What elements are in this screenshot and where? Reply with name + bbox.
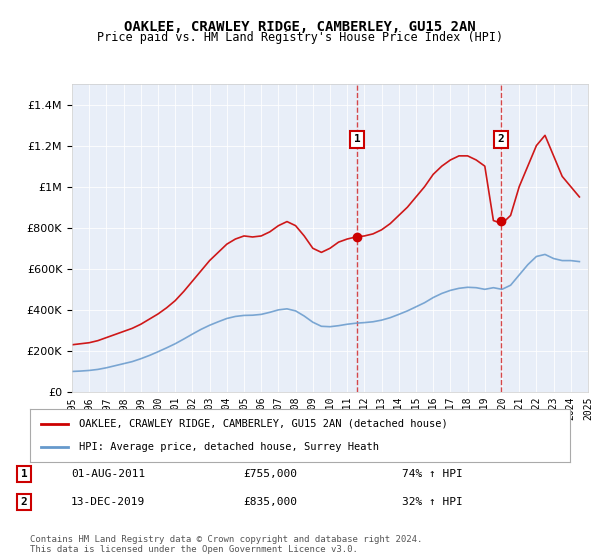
Text: Price paid vs. HM Land Registry's House Price Index (HPI): Price paid vs. HM Land Registry's House … bbox=[97, 31, 503, 44]
Text: 2: 2 bbox=[20, 497, 28, 507]
Text: 2: 2 bbox=[498, 134, 505, 144]
Text: 74% ↑ HPI: 74% ↑ HPI bbox=[401, 469, 463, 479]
Text: 13-DEC-2019: 13-DEC-2019 bbox=[71, 497, 145, 507]
Text: 1: 1 bbox=[354, 134, 361, 144]
Text: 1: 1 bbox=[20, 469, 28, 479]
Text: Contains HM Land Registry data © Crown copyright and database right 2024.
This d: Contains HM Land Registry data © Crown c… bbox=[30, 535, 422, 554]
Text: OAKLEE, CRAWLEY RIDGE, CAMBERLEY, GU15 2AN: OAKLEE, CRAWLEY RIDGE, CAMBERLEY, GU15 2… bbox=[124, 20, 476, 34]
Text: £755,000: £755,000 bbox=[243, 469, 297, 479]
Text: 32% ↑ HPI: 32% ↑ HPI bbox=[401, 497, 463, 507]
Text: 01-AUG-2011: 01-AUG-2011 bbox=[71, 469, 145, 479]
Text: HPI: Average price, detached house, Surrey Heath: HPI: Average price, detached house, Surr… bbox=[79, 442, 379, 452]
Text: OAKLEE, CRAWLEY RIDGE, CAMBERLEY, GU15 2AN (detached house): OAKLEE, CRAWLEY RIDGE, CAMBERLEY, GU15 2… bbox=[79, 419, 448, 429]
Text: £835,000: £835,000 bbox=[243, 497, 297, 507]
